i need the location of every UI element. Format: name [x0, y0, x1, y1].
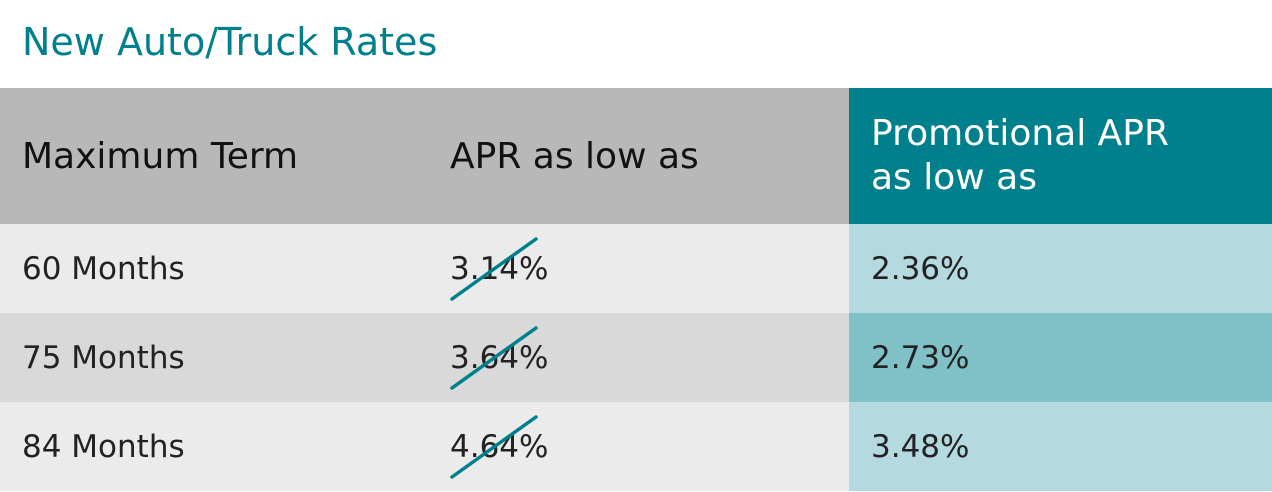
old-apr-text: 3.14% [450, 250, 549, 287]
header-apr: APR as low as [426, 88, 849, 224]
old-apr-value: 3.64% [450, 325, 549, 390]
header-promotional-apr: Promotional APR as low as [849, 88, 1272, 224]
strikethrough-icon [450, 325, 538, 390]
term-cell: 84 Months [0, 402, 426, 491]
page-title: New Auto/Truck Rates [22, 20, 438, 64]
old-apr-value: 3.14% [450, 236, 549, 301]
table-row: 75 Months 3.64% 2.73% [0, 313, 1272, 402]
table-row: 84 Months 4.64% 3.48% [0, 402, 1272, 491]
apr-cell: 3.64% [426, 313, 849, 402]
header-promotional-apr-label: Promotional APR as low as [871, 113, 1170, 198]
old-apr-value: 4.64% [450, 414, 549, 479]
old-apr-text: 4.64% [450, 428, 549, 465]
header-maximum-term: Maximum Term [0, 88, 426, 224]
promo-apr-cell: 2.36% [849, 224, 1272, 313]
term-cell: 60 Months [0, 224, 426, 313]
rates-table: Maximum Term APR as low as Promotional A… [0, 88, 1272, 491]
apr-cell: 4.64% [426, 402, 849, 491]
apr-cell: 3.14% [426, 224, 849, 313]
promo-apr-cell: 2.73% [849, 313, 1272, 402]
term-cell: 75 Months [0, 313, 426, 402]
table-header-row: Maximum Term APR as low as Promotional A… [0, 88, 1272, 224]
promo-apr-cell: 3.48% [849, 402, 1272, 491]
strikethrough-icon [450, 236, 538, 301]
old-apr-text: 3.64% [450, 339, 549, 376]
strikethrough-icon [450, 414, 538, 479]
table-row: 60 Months 3.14% 2.36% [0, 224, 1272, 313]
